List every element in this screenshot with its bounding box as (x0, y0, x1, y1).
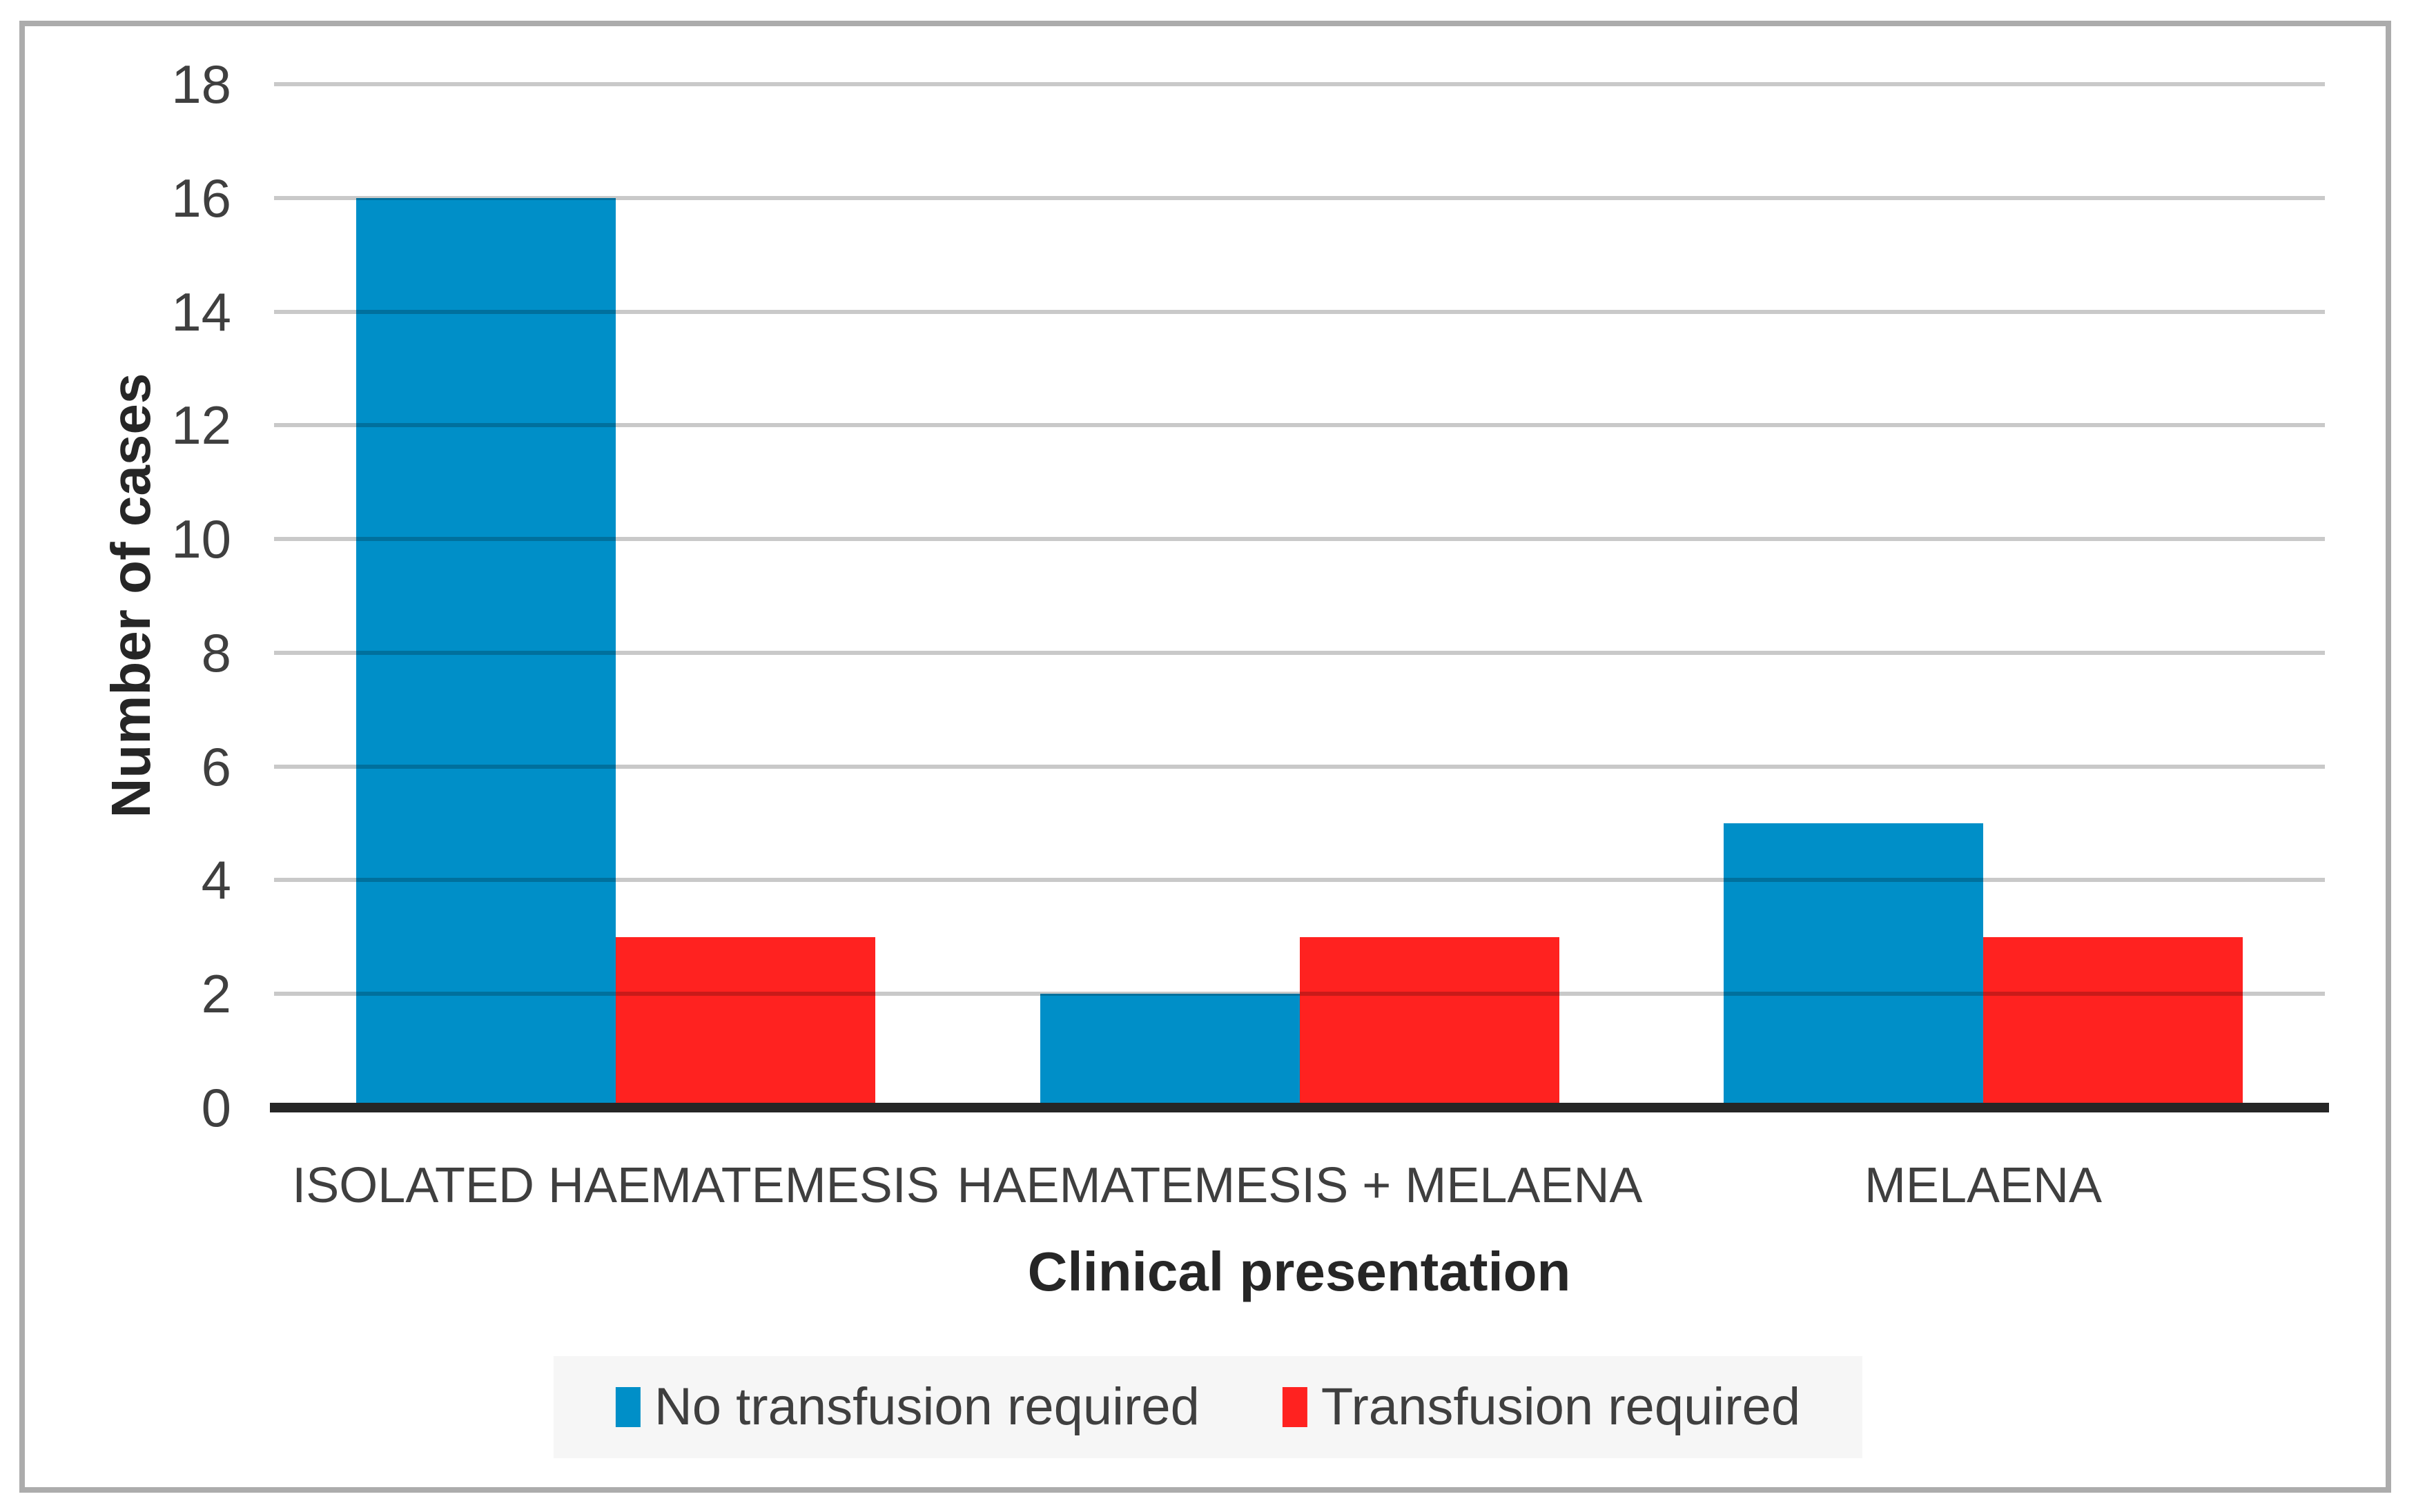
x-category-label-haematemesis-melaena: HAEMATEMESIS + MELAENA (957, 1158, 1643, 1213)
x-axis-line (270, 1103, 2329, 1112)
bar-melaena-no-transfusion-required (1724, 823, 1983, 1108)
legend-label: No transfusion required (654, 1377, 1200, 1436)
x-category-label-isolated-haematemesis: ISOLATED HAEMATEMESIS (292, 1158, 939, 1213)
gridline-y-18 (274, 82, 2325, 86)
plot-area (270, 82, 2329, 1112)
x-category-label-melaena: MELAENA (1864, 1158, 2103, 1213)
x-axis-title: Clinical presentation (1027, 1241, 1571, 1302)
y-tick-label-0: 0 (201, 1077, 231, 1138)
bar-melaena-transfusion-required (1983, 937, 2243, 1108)
bar-haematemesis-melaena-no-transfusion-required (1040, 994, 1300, 1108)
gridline-y-12 (274, 423, 2325, 427)
legend-label: Transfusion required (1321, 1377, 1801, 1436)
gridline-y-16 (274, 196, 2325, 200)
legend-item-transfusion-required: Transfusion required (1282, 1377, 1801, 1436)
gridline-y-10 (274, 537, 2325, 541)
y-tick-label-8: 8 (201, 622, 231, 683)
y-tick-label-2: 2 (201, 963, 231, 1024)
legend: No transfusion required Transfusion requi… (553, 1356, 1863, 1458)
y-tick-label-4: 4 (201, 850, 231, 910)
legend-marker-icon (615, 1387, 641, 1427)
gridline-y-4 (274, 878, 2325, 882)
gridline-y-6 (274, 765, 2325, 769)
y-tick-label-16: 16 (171, 168, 231, 228)
bar-haematemesis-melaena-transfusion-required (1300, 937, 1559, 1108)
y-tick-label-18: 18 (171, 54, 231, 115)
y-tick-label-10: 10 (171, 509, 231, 569)
gridline-y-8 (274, 651, 2325, 655)
gridline-y-2 (274, 992, 2325, 996)
y-tick-label-6: 6 (201, 736, 231, 797)
y-tick-label-12: 12 (171, 395, 231, 455)
y-tick-label-14: 14 (171, 282, 231, 342)
legend-marker-icon (1282, 1387, 1307, 1427)
bar-isolated-haematemesis-transfusion-required (616, 937, 875, 1108)
gridline-y-14 (274, 310, 2325, 314)
legend-item-no-transfusion-required: No transfusion required (615, 1377, 1200, 1436)
bar-isolated-haematemesis-no-transfusion-required (356, 198, 616, 1108)
